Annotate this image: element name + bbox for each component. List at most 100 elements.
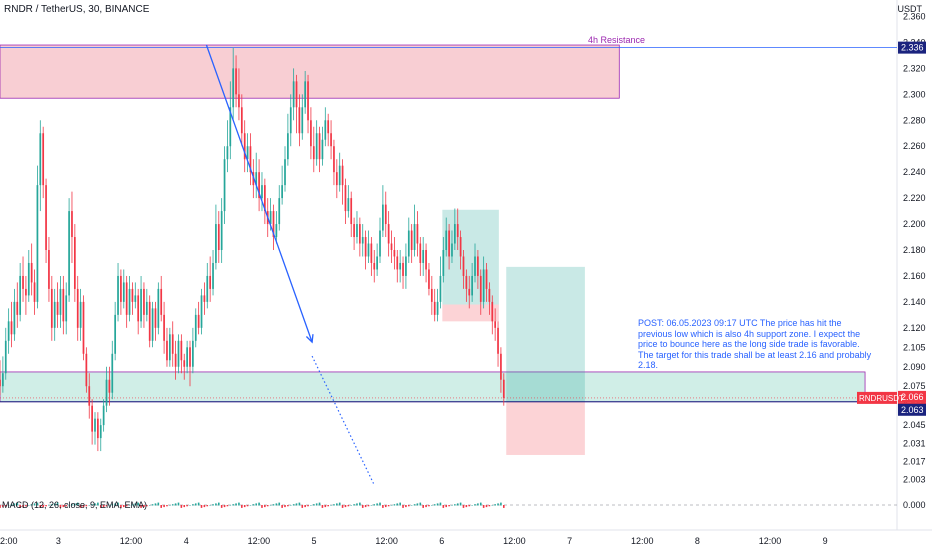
macd-bar xyxy=(471,505,473,506)
candle xyxy=(310,120,312,147)
macd-bar xyxy=(465,505,468,508)
macd-bar xyxy=(445,505,448,508)
candle xyxy=(7,321,10,341)
candle xyxy=(367,243,370,257)
candle xyxy=(341,165,344,186)
candle xyxy=(373,262,376,270)
candle xyxy=(292,81,295,108)
candle xyxy=(497,327,499,354)
candle xyxy=(255,172,258,186)
macd-bar xyxy=(295,503,298,506)
macd-bar xyxy=(180,505,183,508)
candle xyxy=(396,256,399,270)
candle xyxy=(53,301,56,328)
candle xyxy=(430,288,433,302)
candle xyxy=(183,360,186,367)
price-tick-label: 2.180 xyxy=(903,245,926,255)
price-tick-label: 2.140 xyxy=(903,297,926,307)
macd-bar xyxy=(448,505,450,507)
candle xyxy=(261,185,263,199)
candle xyxy=(344,185,347,212)
candle xyxy=(134,295,137,302)
price-tick-label: 2.120 xyxy=(903,323,926,333)
macd-bar xyxy=(318,502,321,506)
candle xyxy=(358,224,361,244)
macd-bar xyxy=(223,505,226,508)
candle xyxy=(382,204,384,231)
time-tick-label: 7 xyxy=(567,536,572,546)
macd-bar xyxy=(425,505,427,508)
candle xyxy=(168,334,171,361)
macd-bar xyxy=(7,505,10,506)
candle xyxy=(410,230,413,250)
macd-bar xyxy=(235,503,237,506)
macd-bar xyxy=(477,503,479,506)
macd-tick-label: 0.000 xyxy=(903,500,926,510)
candle xyxy=(189,347,191,367)
candle xyxy=(304,81,307,108)
candle xyxy=(122,282,125,302)
macd-bar xyxy=(114,503,116,506)
candle xyxy=(180,340,183,361)
macd-bar xyxy=(122,505,125,508)
macd-bar xyxy=(327,505,329,507)
macd-bar xyxy=(137,502,139,506)
macd-bar xyxy=(151,504,154,506)
candle xyxy=(353,224,355,238)
macd-bar xyxy=(140,505,142,508)
price-tick-label: 2.160 xyxy=(903,271,926,281)
macd-bar xyxy=(10,504,13,506)
candle xyxy=(428,269,430,289)
macd-bar xyxy=(146,505,148,507)
macd-bar xyxy=(39,505,42,508)
candle xyxy=(324,120,327,140)
macd-bar xyxy=(74,503,76,506)
macd-bar xyxy=(353,504,355,506)
candle xyxy=(186,347,188,367)
candle xyxy=(220,211,223,250)
macd-bar xyxy=(105,505,108,507)
macd-bar xyxy=(393,504,396,506)
macd-bar xyxy=(125,505,128,507)
candle xyxy=(258,172,260,199)
time-tick-label: 12:00 xyxy=(375,536,398,546)
macd-bar xyxy=(59,505,62,508)
candle xyxy=(436,301,439,315)
macd-bar xyxy=(382,505,384,508)
macd-bar xyxy=(206,505,209,507)
candle xyxy=(393,250,396,257)
candle xyxy=(217,224,220,250)
macd-bar xyxy=(65,505,68,507)
macd-bar xyxy=(321,505,324,508)
candle xyxy=(479,275,482,302)
time-tick-label: 2:00 xyxy=(0,536,18,546)
candle xyxy=(105,379,108,406)
candle xyxy=(485,269,488,289)
macd-bar xyxy=(186,505,188,507)
macd-bar xyxy=(160,505,163,508)
candle xyxy=(137,295,140,322)
macd-bar xyxy=(361,505,364,508)
macd-bar xyxy=(442,505,445,508)
macd-bar xyxy=(229,505,232,506)
candle xyxy=(22,275,24,289)
last-price-tag-bg xyxy=(898,390,926,403)
candle xyxy=(39,133,42,186)
macd-bar xyxy=(13,503,16,506)
price-tick-label: 2.045 xyxy=(903,420,926,430)
macd-bar xyxy=(479,502,482,506)
candle xyxy=(33,282,36,302)
macd-bar xyxy=(419,502,422,506)
macd-bar xyxy=(336,503,338,506)
macd-bar xyxy=(97,502,99,506)
macd-bar xyxy=(301,505,304,508)
macd-bar xyxy=(310,505,312,506)
macd-bar xyxy=(373,504,376,506)
macd-bar xyxy=(364,505,367,508)
candle xyxy=(209,275,212,289)
price-tick-label: 2.003 xyxy=(903,475,926,485)
macd-bar xyxy=(203,505,206,508)
candle xyxy=(327,120,330,134)
candle xyxy=(453,224,456,244)
